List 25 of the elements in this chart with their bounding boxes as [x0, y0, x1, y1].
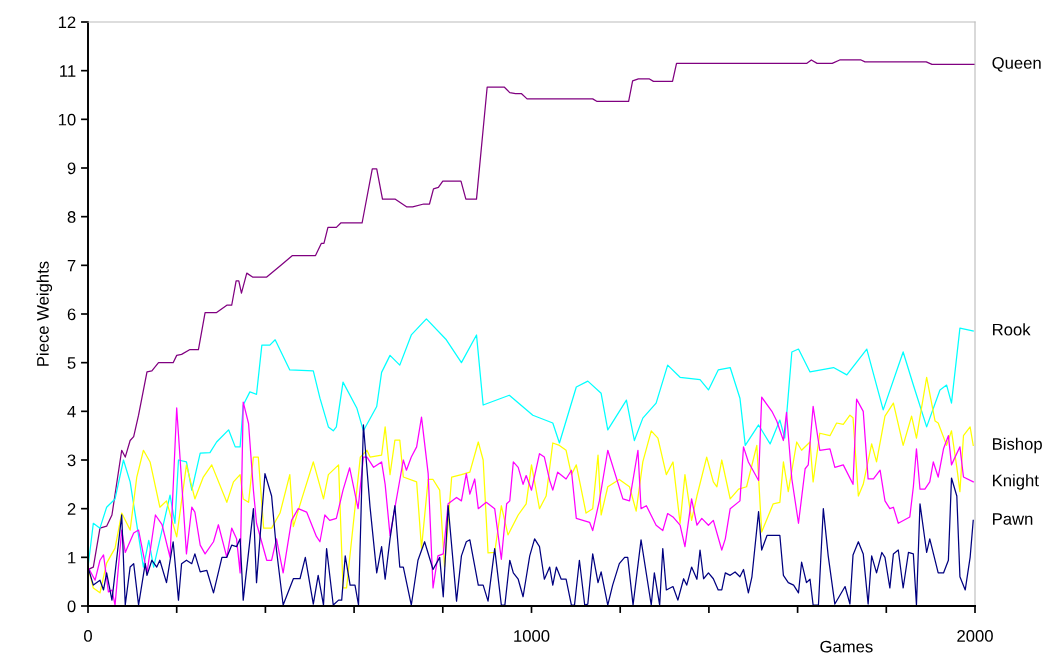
y-tick-label: 4 — [67, 405, 76, 418]
x-tick-label: 0 — [84, 630, 92, 642]
x-tick-label: 2000 — [957, 630, 993, 642]
x-axis-title: Games — [820, 640, 873, 653]
y-tick-label: 2 — [67, 503, 76, 515]
series-label: Rook — [993, 323, 1031, 336]
line-series — [88, 59, 975, 571]
series-label: Bishop — [993, 437, 1042, 454]
x-tick-label: 1000 — [514, 630, 550, 642]
series-label: Knight — [993, 474, 1039, 490]
y-tick-label: 6 — [67, 308, 76, 321]
y-tick-label: 7 — [67, 259, 76, 272]
series-label: Pawn — [993, 513, 1033, 525]
y-tick-label: 1 — [68, 551, 76, 564]
y-tick-label: 3 — [67, 454, 76, 467]
y-tick-label: 9 — [67, 162, 76, 175]
y-tick-label: 5 — [67, 357, 76, 369]
y-tick-label: 8 — [67, 211, 76, 223]
y-tick-label: 12 — [58, 16, 76, 29]
y-tick-label: 0 — [67, 600, 76, 613]
y-tick-label: 11 — [60, 65, 76, 77]
line-series — [88, 318, 974, 568]
y-tick-label: 10 — [58, 113, 76, 126]
series-label: Queen — [992, 57, 1041, 72]
y-axis-title: Piece Weights — [36, 261, 53, 366]
